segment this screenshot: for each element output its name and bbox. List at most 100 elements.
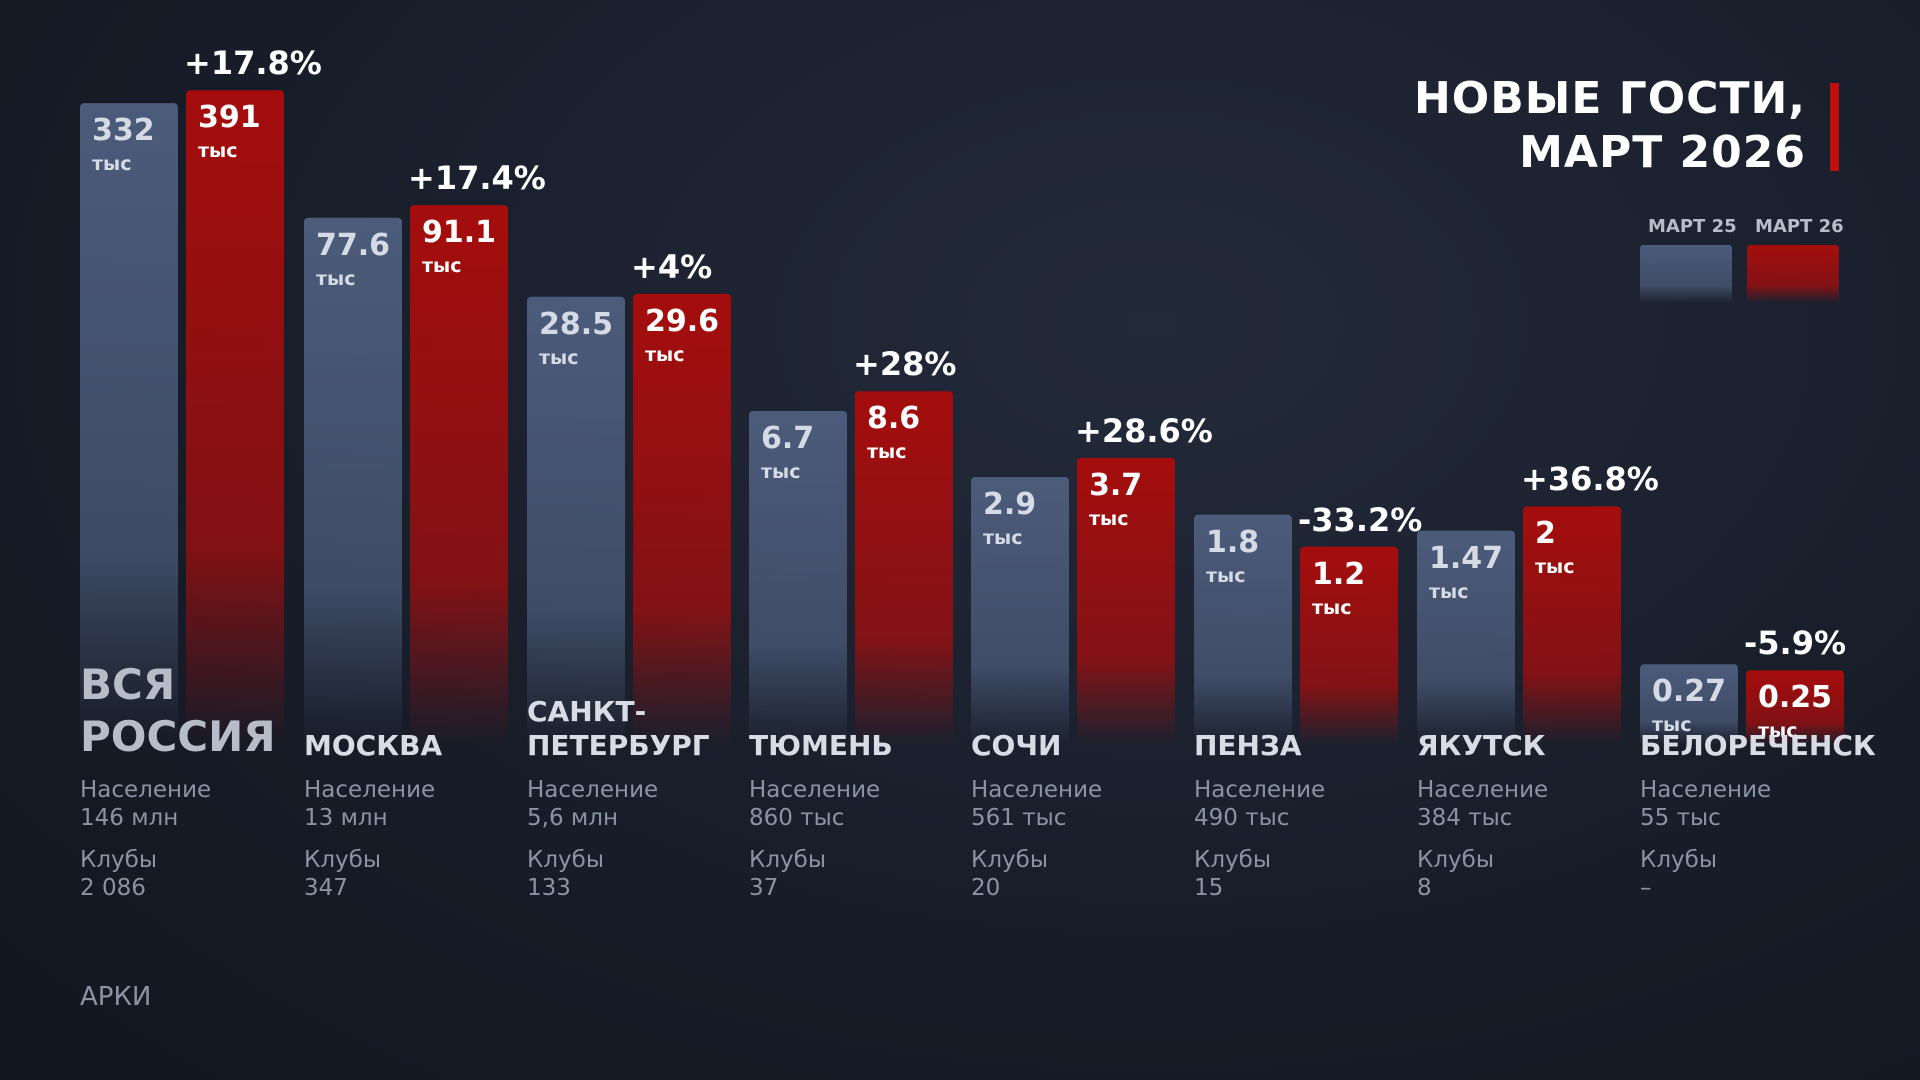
change-label: +36.8% [1521,460,1659,499]
clubs-value: 15 [1194,875,1224,901]
change-label: +4% [631,247,713,286]
population-value: 146 млн [80,805,179,831]
population-label: Население [80,777,212,803]
change-label: -33.2% [1298,500,1423,539]
change-label: +17.8% [184,44,322,83]
population-value: 490 тыс [1194,805,1290,831]
bar [971,477,1069,745]
value-label: 3.7 [1089,467,1143,503]
population-label: Население [749,777,881,803]
value-label: 0.27 [1652,674,1727,710]
change-label: +17.4% [408,159,546,198]
category-label: МОСКВА [304,729,443,762]
clubs-label: Клубы [1640,847,1717,873]
population-label: Население [304,777,436,803]
population-label: Население [1417,777,1549,803]
value-unit: тыс [539,346,579,369]
bar [80,103,178,746]
value-unit: тыс [1089,507,1129,530]
category-label: ВСЯ РОССИЯ [80,660,276,761]
bar [1077,457,1175,745]
bar [527,296,625,745]
clubs-label: Клубы [304,847,381,873]
value-label: 1.2 [1312,556,1366,592]
category-label: ПЕНЗА [1194,729,1302,762]
value-unit: тыс [1535,556,1575,579]
bar [1194,514,1292,745]
value-unit: тыс [198,140,238,163]
bar [1640,664,1738,745]
value-unit: тыс [645,343,685,366]
value-unit: тыс [983,527,1023,550]
value-label: 0.25 [1758,680,1833,716]
legend-label: МАРТ 26 [1755,216,1844,237]
legend-swatch [1747,245,1839,303]
clubs-value: 347 [304,875,348,901]
legend-swatch [1640,245,1732,303]
clubs-label: Клубы [1417,847,1494,873]
value-unit: тыс [1429,580,1469,603]
category-label: СОЧИ [971,729,1062,762]
value-label: 1.8 [1206,524,1260,560]
value-unit: тыс [1206,564,1246,587]
value-label: 2.9 [983,487,1037,523]
value-label: 2 [1535,516,1556,552]
population-value: 384 тыс [1417,805,1513,831]
clubs-value: 8 [1417,875,1432,901]
bar [1523,506,1621,745]
population-value: 55 тыс [1640,805,1721,831]
category-label: ЯКУТСК [1417,729,1546,762]
clubs-value: 133 [527,875,571,901]
title-accent [1830,83,1839,171]
population-value: 561 тыс [971,805,1067,831]
value-label: 28.5 [539,306,614,342]
value-label: 391 [198,100,261,136]
bar [749,410,847,745]
value-unit: тыс [1652,714,1692,737]
clubs-label: Клубы [80,847,157,873]
clubs-value: 37 [749,875,779,901]
population-label: Население [1640,777,1772,803]
clubs-label: Клубы [971,847,1048,873]
bar [1746,670,1844,745]
value-label: 91.1 [422,215,497,251]
value-unit: тыс [316,267,356,290]
population-value: 860 тыс [749,805,845,831]
change-label: +28% [853,345,957,384]
value-unit: тыс [92,153,132,176]
value-label: 29.6 [645,303,720,339]
value-unit: тыс [1758,720,1798,743]
clubs-label: Клубы [527,847,604,873]
clubs-label: Клубы [1194,847,1271,873]
category-label: САНКТ-ПЕТЕРБУРГ [527,695,710,762]
value-label: 332 [92,113,155,149]
bar [186,90,284,746]
clubs-value: 2 086 [80,875,146,901]
change-label: -5.9% [1744,624,1847,663]
bar [855,391,953,745]
category-label: БЕЛОРЕЧЕНСК [1640,729,1876,762]
chart-title: НОВЫЕ ГОСТИ, МАРТ 2026 [1413,73,1806,178]
clubs-value: 20 [971,875,1001,901]
population-label: Население [527,777,659,803]
population-label: Население [971,777,1103,803]
bar [633,293,731,745]
bar [1417,530,1515,745]
change-label: +28.6% [1075,411,1213,450]
population-value: 5,6 млн [527,805,618,831]
bar [304,217,402,745]
value-label: 6.7 [761,420,815,456]
clubs-label: Клубы [749,847,826,873]
legend-label: МАРТ 25 [1648,216,1737,237]
clubs-value: – [1640,875,1652,901]
population-label: Население [1194,777,1326,803]
source: АРКИ [80,982,152,1012]
population-value: 13 млн [304,805,388,831]
bar [410,205,508,745]
value-unit: тыс [422,255,462,278]
value-label: 8.6 [867,401,921,437]
bar [1300,546,1398,745]
value-unit: тыс [761,460,801,483]
value-label: 1.47 [1429,540,1504,576]
